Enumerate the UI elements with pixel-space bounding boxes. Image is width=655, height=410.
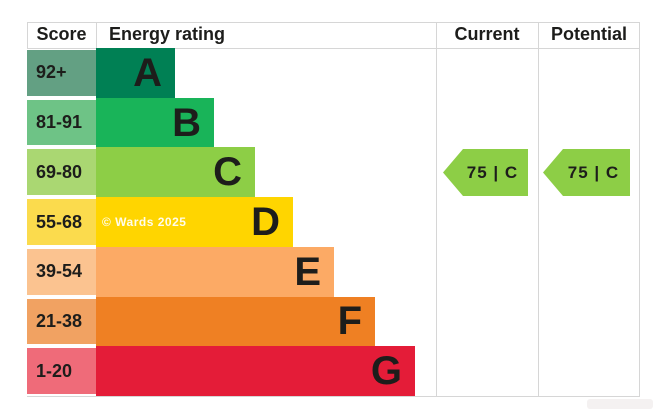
score-range-cell: 55-68 [27,199,96,245]
current-rating-arrow: 75 | C [443,149,528,196]
score-range-label: 21-38 [36,310,83,331]
table-right-border [639,22,640,396]
score-column-divider [96,22,97,48]
score-range-label: 69-80 [36,161,83,182]
header-bottom-border [27,48,640,49]
epc-table: Score Energy rating Current Potential 92… [27,22,640,397]
band-letter: B [172,100,201,145]
score-range-label: 1-20 [36,360,73,381]
band-letter: G [370,349,402,394]
score-column-header: Score [36,24,87,44]
score-range-label: 55-68 [36,211,83,232]
energy-band-bar: B [96,97,214,148]
energy-band-bar: F [96,296,375,347]
score-range-cell: 92+ [27,50,96,96]
energy-band-bar: D [96,197,293,247]
energy-band-bar: G [96,346,415,397]
score-range-label: 39-54 [36,261,83,282]
footer-watermark-smudge [587,399,653,409]
current-rating-label: 75 | C [466,162,519,182]
potential-rating-label: 75 | C [567,162,620,182]
band-letter: C [213,150,242,195]
score-range-label: 92+ [36,62,67,83]
band-letter: F [337,299,362,344]
epc-band-row: 21-38 F [27,296,640,347]
band-rows: 92+ A 81-91 B 69-80 C [27,48,640,397]
band-letter: A [133,50,162,95]
potential-column-header: Potential [550,24,627,44]
score-range-cell: 1-20 [27,348,96,395]
score-range-label: 81-91 [36,112,83,133]
epc-band-row: 92+ A [27,48,640,98]
epc-band-row: 81-91 B [27,97,640,148]
energy-rating-column-header: Energy rating [109,24,226,44]
epc-band-row: 39-54 E [27,246,640,297]
wards-watermark: © Wards 2025 [102,215,187,229]
epc-band-row: 55-68 D [27,197,640,247]
score-range-cell: 39-54 [27,248,96,295]
current-column-header: Current [454,24,520,44]
potential-rating-arrow: 75 | C [543,149,630,196]
score-range-cell: 21-38 [27,298,96,345]
table-bottom-border [27,396,640,397]
epc-band-row: 1-20 G [27,346,640,397]
score-range-cell: 69-80 [27,149,96,196]
epc-band-row: 69-80 C [27,147,640,198]
energy-band-bar: E [96,246,334,297]
header-left-border [27,22,28,48]
energy-band-bar: C [96,147,255,198]
band-letter: E [294,249,321,294]
potential-column-divider [538,22,539,396]
band-letter: D [251,200,280,245]
table-top-border [27,22,640,23]
energy-band-bar: A [96,48,175,98]
score-range-cell: 81-91 [27,99,96,146]
current-column-divider [436,22,437,396]
